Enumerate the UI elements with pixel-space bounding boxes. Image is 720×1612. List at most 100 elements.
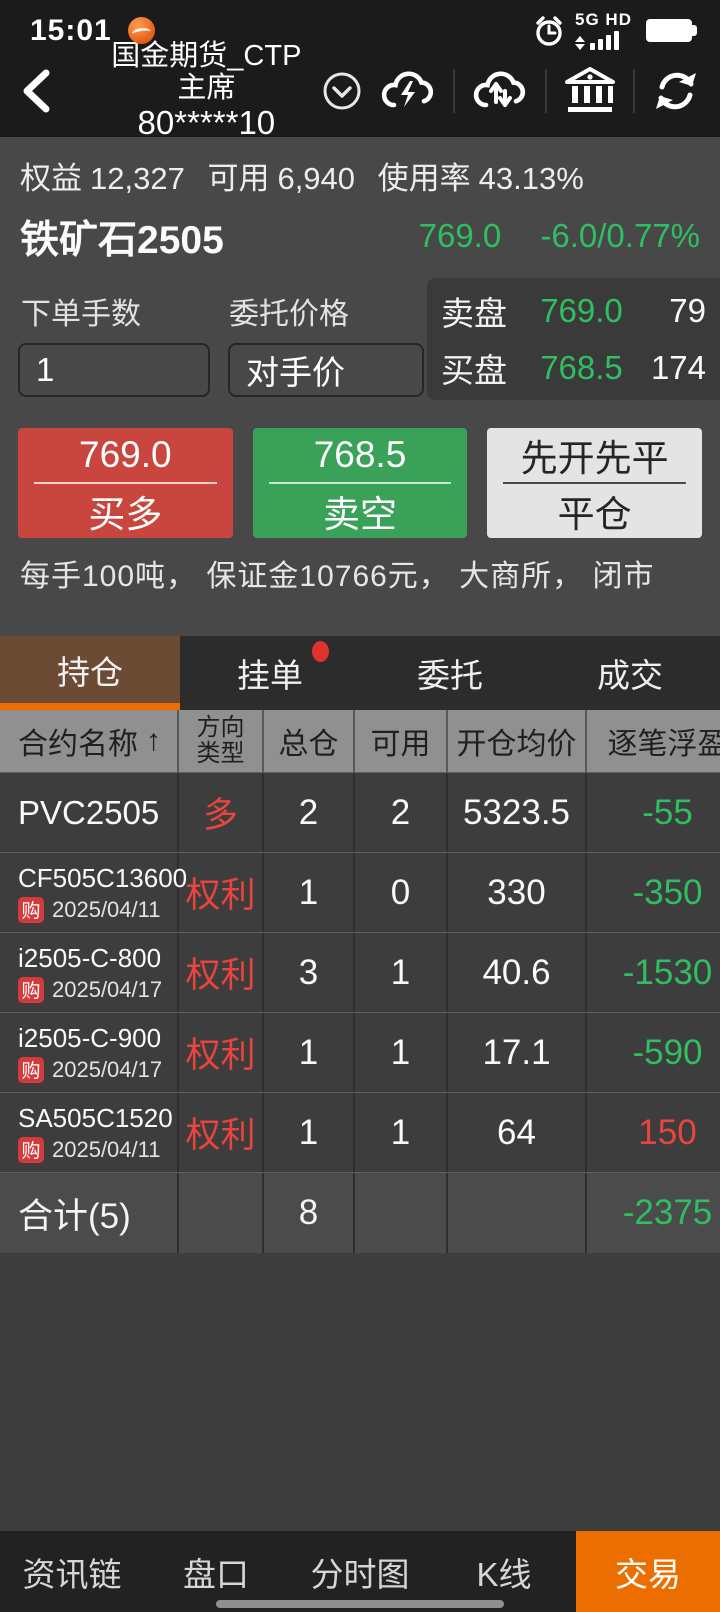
bank-icon xyxy=(564,67,616,115)
divider xyxy=(633,69,635,113)
divider xyxy=(545,69,547,113)
pnl-cell: 150 xyxy=(587,1093,720,1172)
refresh-button[interactable] xyxy=(635,68,702,114)
contract-name: CF505C13600 xyxy=(18,863,188,894)
position-row[interactable]: i2505-C-800 购 2025/04/17 权利 3 1 40.6 -153… xyxy=(0,932,720,1012)
order-book-panel: 卖盘 769.0 79 买盘 768.5 174 xyxy=(427,278,720,400)
direction-cell: 权利 xyxy=(179,853,264,932)
back-button[interactable] xyxy=(18,63,58,119)
alarm-icon xyxy=(533,14,565,48)
cloud-sync-icon xyxy=(472,67,528,115)
total-cell: 3 xyxy=(264,933,355,1012)
sell-short-button[interactable]: 768.5 卖空 xyxy=(252,428,468,538)
trade-panel: 权益 12,327 可用 6,940 使用率 43.13% 铁矿石2505 769.0… xyxy=(0,137,720,636)
close-position-button[interactable]: 先开先平 平仓 xyxy=(487,428,703,538)
avg-price-cell: 17.1 xyxy=(448,1013,587,1092)
direction-cell: 权利 xyxy=(179,1013,264,1092)
pnl-cell: -350 xyxy=(587,853,720,932)
close-label: 平仓 xyxy=(557,494,632,535)
status-bar: 15:01 5G HD xyxy=(0,0,720,55)
position-row[interactable]: PVC2505 多 2 2 5323.5 -55 xyxy=(0,772,720,852)
app-header: 国金期货_CTP主席 80*****10 xyxy=(0,40,720,141)
usage-value: 43.13% xyxy=(478,161,584,196)
table-header-row: 合约名称 ↑ 方向 类型 总仓 可用 开仓均价 逐笔浮盈 xyxy=(0,710,720,772)
tab-positions[interactable]: 持仓 xyxy=(0,636,180,710)
contract-name: i2505-C-900 xyxy=(18,1023,162,1054)
buy-price: 769.0 xyxy=(79,434,172,475)
header-float-pnl: 逐笔浮盈 xyxy=(587,710,720,772)
divider xyxy=(268,482,452,484)
cloud-lightning-icon xyxy=(380,67,436,115)
available-label: 可用 xyxy=(207,161,270,196)
call-option-badge: 购 xyxy=(18,976,44,1003)
equity-label: 权益 xyxy=(20,161,82,196)
broker-name: 国金期货_CTP主席 xyxy=(111,39,302,104)
avg-price-cell: 40.6 xyxy=(448,933,587,1012)
equity-value: 12,327 xyxy=(90,161,185,196)
buy-label: 买多 xyxy=(88,494,163,535)
tab-trades[interactable]: 成交 xyxy=(597,657,663,694)
order-buttons: 769.0 买多 768.5 卖空 先开先平 平仓 xyxy=(18,428,703,538)
contract-name: SA505C1520 xyxy=(18,1103,173,1134)
nav-intraday-chart[interactable]: 分时图 xyxy=(310,1555,410,1593)
direction-cell: 多 xyxy=(179,773,264,852)
available-cell: 1 xyxy=(355,933,448,1012)
position-row[interactable]: SA505C1520 购 2025/04/11 权利 1 1 64 150 xyxy=(0,1092,720,1172)
avg-price-cell: 64 xyxy=(448,1093,587,1172)
empty-area xyxy=(0,1253,720,1531)
quantity-input[interactable] xyxy=(18,343,210,397)
nav-order-book[interactable]: 盘口 xyxy=(183,1555,249,1593)
tab-pending-orders[interactable]: 挂单 xyxy=(180,636,360,710)
header-direction-type: 方向 类型 xyxy=(179,710,264,772)
position-row[interactable]: CF505C13600 购 2025/04/11 权利 1 0 330 -350 xyxy=(0,852,720,932)
buy-long-button[interactable]: 769.0 买多 xyxy=(18,428,233,538)
call-option-badge: 购 xyxy=(18,1136,44,1163)
header-contract-name[interactable]: 合约名称 ↑ xyxy=(0,710,179,772)
close-mode: 先开先平 xyxy=(520,438,669,479)
header-total-position: 总仓 xyxy=(264,710,355,772)
available-cell: 1 xyxy=(355,1093,448,1172)
nav-trade[interactable]: 交易 xyxy=(576,1531,720,1612)
ask-row: 卖盘 769.0 79 xyxy=(441,287,706,335)
cloud-condition-order-button[interactable] xyxy=(363,67,453,115)
header-avg-open-price: 开仓均价 xyxy=(448,710,587,772)
instrument-name[interactable]: 铁矿石2505 xyxy=(20,219,224,262)
cloud-transfer-button[interactable] xyxy=(455,67,545,115)
back-icon xyxy=(18,66,54,116)
account-title: 国金期货_CTP主席 80*****10 xyxy=(104,39,309,141)
network-status: 5G HD xyxy=(575,11,632,50)
expiry-date: 2025/04/17 xyxy=(52,976,163,1002)
home-indicator[interactable] xyxy=(216,1600,504,1608)
nav-kline[interactable]: K线 xyxy=(476,1555,532,1593)
position-row[interactable]: i2505-C-900 购 2025/04/17 权利 1 1 17.1 -590 xyxy=(0,1012,720,1092)
available-cell: 0 xyxy=(355,853,448,932)
price-change: -6.0/0.77% xyxy=(540,217,700,254)
total-pnl: -2375 xyxy=(587,1173,720,1253)
direction-cell: 权利 xyxy=(179,933,264,1012)
usage-label: 使用率 xyxy=(377,161,471,196)
divider xyxy=(453,69,455,113)
total-cell: 1 xyxy=(264,853,355,932)
call-option-badge: 购 xyxy=(18,896,44,923)
position-tabs: 持仓 挂单 委托 成交 xyxy=(0,636,720,710)
available-cell: 1 xyxy=(355,1013,448,1092)
battery-icon xyxy=(646,19,697,42)
total-position-sum: 8 xyxy=(264,1173,355,1253)
contract-name: i2505-C-800 xyxy=(18,943,162,974)
account-switch-button[interactable] xyxy=(321,70,363,112)
pnl-cell: -55 xyxy=(587,773,720,852)
pnl-cell: -590 xyxy=(587,1013,720,1092)
price-mode-selector[interactable]: 对手价 xyxy=(228,343,424,397)
nav-news[interactable]: 资讯链 xyxy=(22,1555,122,1593)
pnl-cell: -1530 xyxy=(587,933,720,1012)
total-cell: 1 xyxy=(264,1093,355,1172)
total-cell: 1 xyxy=(264,1013,355,1092)
tab-orders[interactable]: 委托 xyxy=(417,657,483,694)
account-summary: 权益 12,327 可用 6,940 使用率 43.13% xyxy=(20,153,598,198)
divider xyxy=(503,482,687,484)
bank-transfer-button[interactable] xyxy=(547,67,633,115)
available-value: 6,940 xyxy=(277,161,356,196)
avg-price-cell: 5323.5 xyxy=(448,773,587,852)
contract-name: PVC2505 xyxy=(18,793,160,831)
account-number: 80*****10 xyxy=(137,103,276,141)
